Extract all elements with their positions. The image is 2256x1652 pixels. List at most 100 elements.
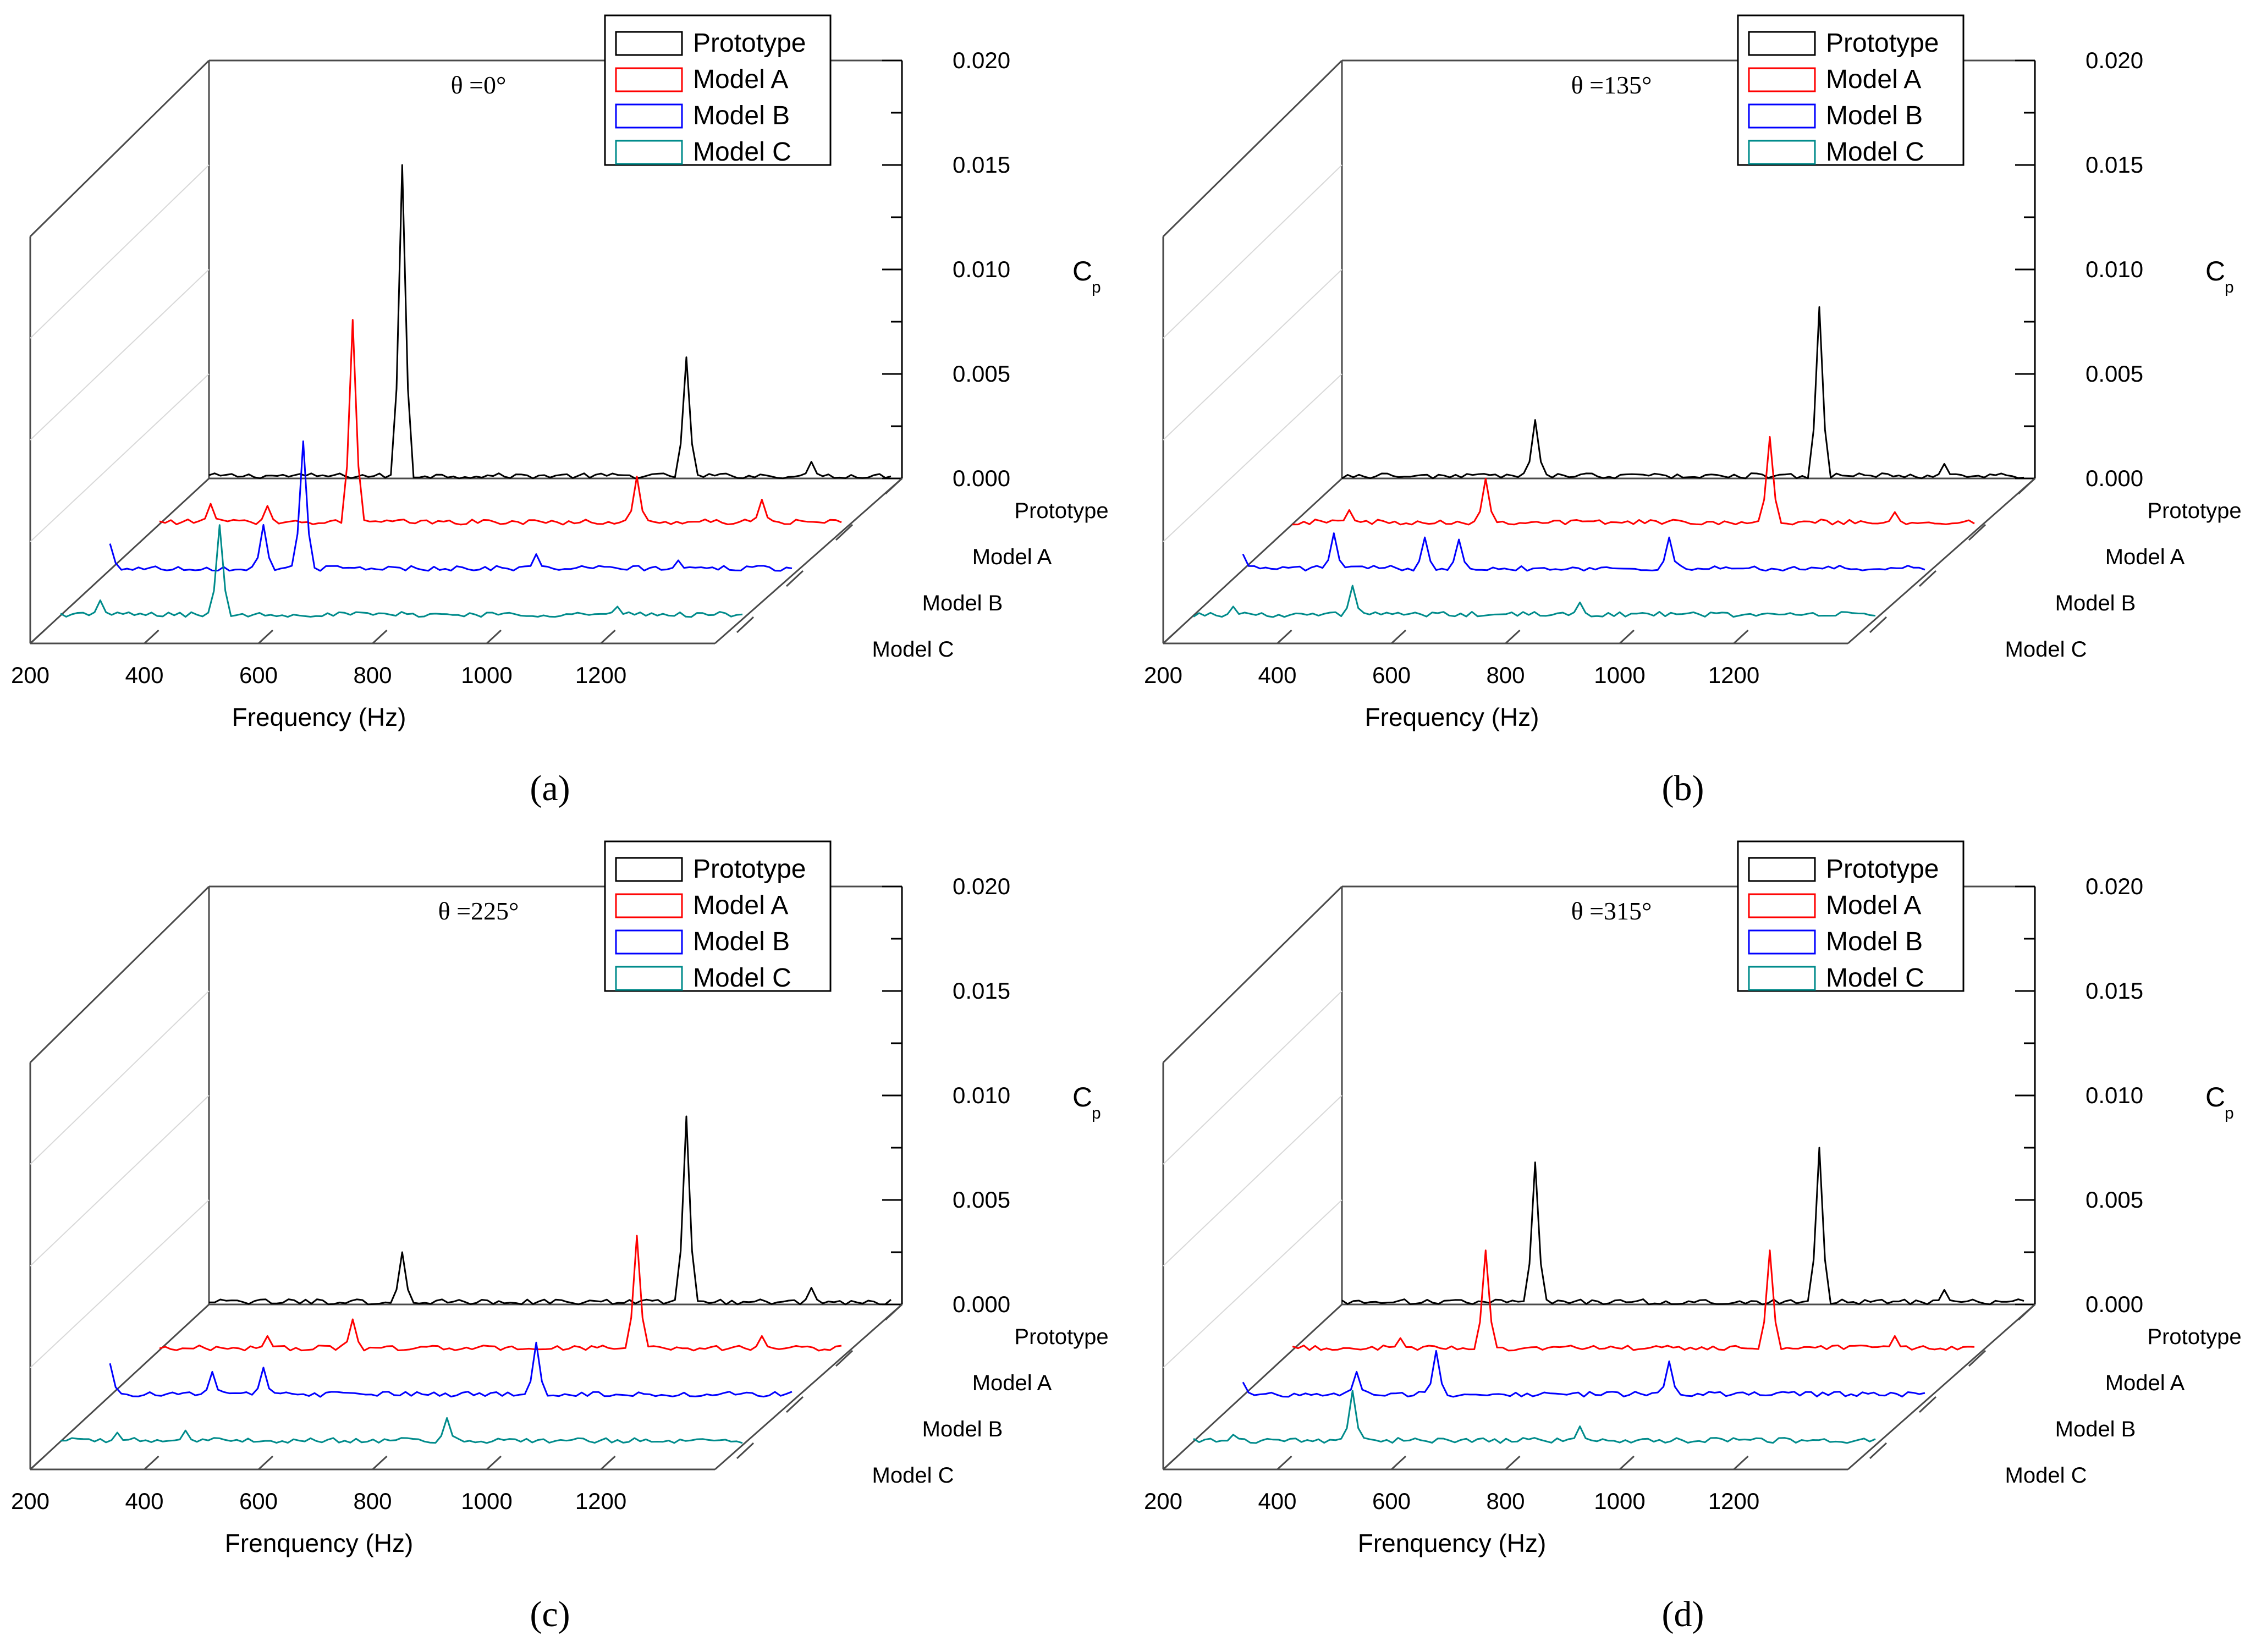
legend: Prototype Model A Model B Model C	[604, 14, 832, 167]
legend: Prototype Model A Model B Model C	[604, 840, 832, 993]
x-tick-label: 800	[1486, 662, 1525, 688]
x-tick	[1733, 1455, 1749, 1471]
legend-swatch	[615, 67, 683, 92]
series-prototype	[1341, 306, 2024, 480]
depth-label: Model A	[972, 1371, 1052, 1395]
depth-tick	[2017, 477, 2036, 495]
depth-label: Model A	[2105, 1371, 2185, 1395]
series-model-b	[1242, 532, 1925, 572]
floor-right-edge	[1847, 477, 2035, 645]
legend-swatch	[1748, 31, 1816, 56]
depth-label: Model C	[2005, 637, 2087, 662]
grid-line	[30, 990, 210, 1165]
panel-label: (a)	[530, 768, 570, 808]
x-axis-label: Frequency (Hz)	[232, 703, 406, 731]
series-prototype	[1341, 1147, 2024, 1306]
left-top-edge	[29, 59, 210, 238]
x-tick-label: 200	[11, 1488, 49, 1514]
legend-swatch	[615, 893, 683, 918]
grid-line	[30, 164, 210, 339]
cp-tick-label: 0.000	[2086, 1291, 2143, 1317]
left-top-edge	[29, 885, 210, 1064]
legend-swatch	[1748, 929, 1816, 955]
depth-tick	[785, 1396, 804, 1413]
x-tick-label: 1000	[461, 662, 512, 688]
left-top-edge	[1162, 885, 1343, 1064]
cp-tick-label: 0.020	[953, 47, 1010, 73]
x-tick-label: 400	[1258, 662, 1296, 688]
x-tick-label: 800	[353, 1488, 392, 1514]
depth-tick	[2017, 1303, 2036, 1321]
panel-c: (c) 0.000 0.005 0.010 0.015 0.020 Cp 200 400 600…	[11, 840, 1109, 1634]
x-axis-label: Frequency (Hz)	[1365, 703, 1539, 731]
x-tick	[1619, 629, 1635, 645]
panel-a: (a) 0.000 0.005 0.010 0.015 0.020 Cp 200 400 600…	[11, 14, 1109, 808]
x-tick-label: 1000	[461, 1488, 512, 1514]
x-tick	[144, 1455, 159, 1471]
grid-line	[1163, 164, 1342, 339]
grid-line	[1163, 269, 1342, 440]
x-tick	[144, 629, 159, 645]
cp-tick-label: 0.005	[2086, 361, 2143, 387]
angle-label: θ =225°	[438, 897, 519, 925]
grid-line	[30, 269, 210, 440]
cp-axis-label: C	[2205, 1082, 2225, 1113]
legend-label: Model B	[693, 101, 790, 130]
depth-label: Model B	[922, 1417, 1003, 1441]
grid-line	[1163, 1095, 1342, 1266]
series-line	[1193, 1390, 1876, 1444]
depth-label: Model B	[922, 591, 1003, 615]
legend-swatch	[615, 857, 683, 882]
cp-tick-label: 0.000	[2086, 465, 2143, 491]
x-tick-label: 800	[353, 662, 392, 688]
series-line	[1242, 1350, 1925, 1398]
panel-label: (c)	[530, 1594, 570, 1634]
legend-label: Model A	[693, 65, 788, 94]
legend-label: Model A	[1826, 891, 1921, 920]
x-tick	[29, 629, 46, 645]
x-tick	[257, 629, 274, 645]
depth-tick	[835, 524, 854, 541]
x-tick-label: 1200	[1708, 1488, 1759, 1514]
legend-swatch	[615, 31, 683, 56]
legend-label: Model A	[1826, 65, 1921, 94]
x-tick-label: 1000	[1594, 662, 1645, 688]
legend-label: Model C	[1826, 137, 1924, 167]
x-tick	[29, 1455, 46, 1471]
cp-axis-label: C	[1072, 1082, 1092, 1113]
series-line	[1242, 532, 1925, 572]
depth-label: Prototype	[1014, 1325, 1108, 1349]
x-tick	[1276, 629, 1292, 645]
grid-line	[30, 1199, 210, 1368]
floor-left-edge	[1162, 1303, 1343, 1471]
series-model-c	[1193, 1390, 1876, 1444]
cp-tick-label: 0.010	[2086, 256, 2143, 282]
series-model-c	[1193, 585, 1876, 618]
grid	[1163, 990, 1342, 1368]
legend-swatch	[1748, 893, 1816, 918]
x-tick	[1162, 1455, 1179, 1471]
series-prototype	[208, 1115, 892, 1306]
cp-tick-label: 0.005	[953, 361, 1010, 387]
grid-line	[1163, 990, 1342, 1165]
series-line	[1193, 585, 1876, 618]
legend: Prototype Model A Model B Model C	[1737, 840, 1965, 993]
x-tick-label: 200	[1144, 1488, 1182, 1514]
cp-tick-label: 0.020	[2086, 47, 2143, 73]
grid-line	[1163, 1199, 1342, 1368]
x-tick-label: 1200	[1708, 662, 1759, 688]
legend-label: Prototype	[693, 29, 806, 58]
depth-label: Model A	[2105, 545, 2185, 569]
x-tick-label: 1200	[575, 662, 626, 688]
x-tick	[1619, 1455, 1635, 1471]
series-model-b	[109, 1341, 793, 1398]
floor-left-edge	[1162, 477, 1343, 645]
panel-b: (b) 0.000 0.005 0.010 0.015 0.020 Cp 200 400 600…	[1144, 14, 2242, 808]
depth-label: Model B	[2055, 1417, 2136, 1441]
cp-tick-label: 0.020	[2086, 873, 2143, 899]
depth-tick	[1869, 616, 1888, 634]
depth-tick	[1918, 570, 1937, 587]
cp-axis-label-sub: p	[2225, 278, 2234, 296]
grid-line	[1163, 373, 1342, 542]
series-line	[159, 1235, 842, 1352]
